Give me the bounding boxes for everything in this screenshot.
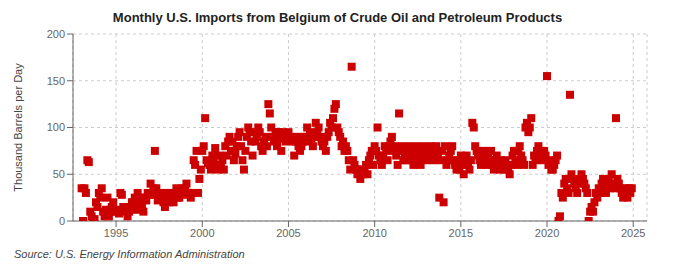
svg-text:50: 50 <box>53 168 65 180</box>
svg-text:2015: 2015 <box>449 227 473 239</box>
html-text:Source: U.S. Energy Informatio: Source: U.S. Energy Information Administ… <box>14 248 245 260</box>
html-text:Monthly U.S. Imports from Belg: Monthly U.S. Imports from Belgium of Cru… <box>112 10 563 25</box>
svg-text:0: 0 <box>59 215 65 227</box>
svg-text:200: 200 <box>47 28 65 40</box>
svg-text:2025: 2025 <box>621 227 645 239</box>
svg-text:2005: 2005 <box>276 227 300 239</box>
svg-text:150: 150 <box>47 75 65 87</box>
svg-text:2020: 2020 <box>535 227 559 239</box>
svg-text:2010: 2010 <box>362 227 386 239</box>
svg-text:2000: 2000 <box>190 227 214 239</box>
svg-text:1995: 1995 <box>104 227 128 239</box>
svg-text:100: 100 <box>47 121 65 133</box>
svg-text:Thousand Barrels per Day: Thousand Barrels per Day <box>12 63 24 192</box>
